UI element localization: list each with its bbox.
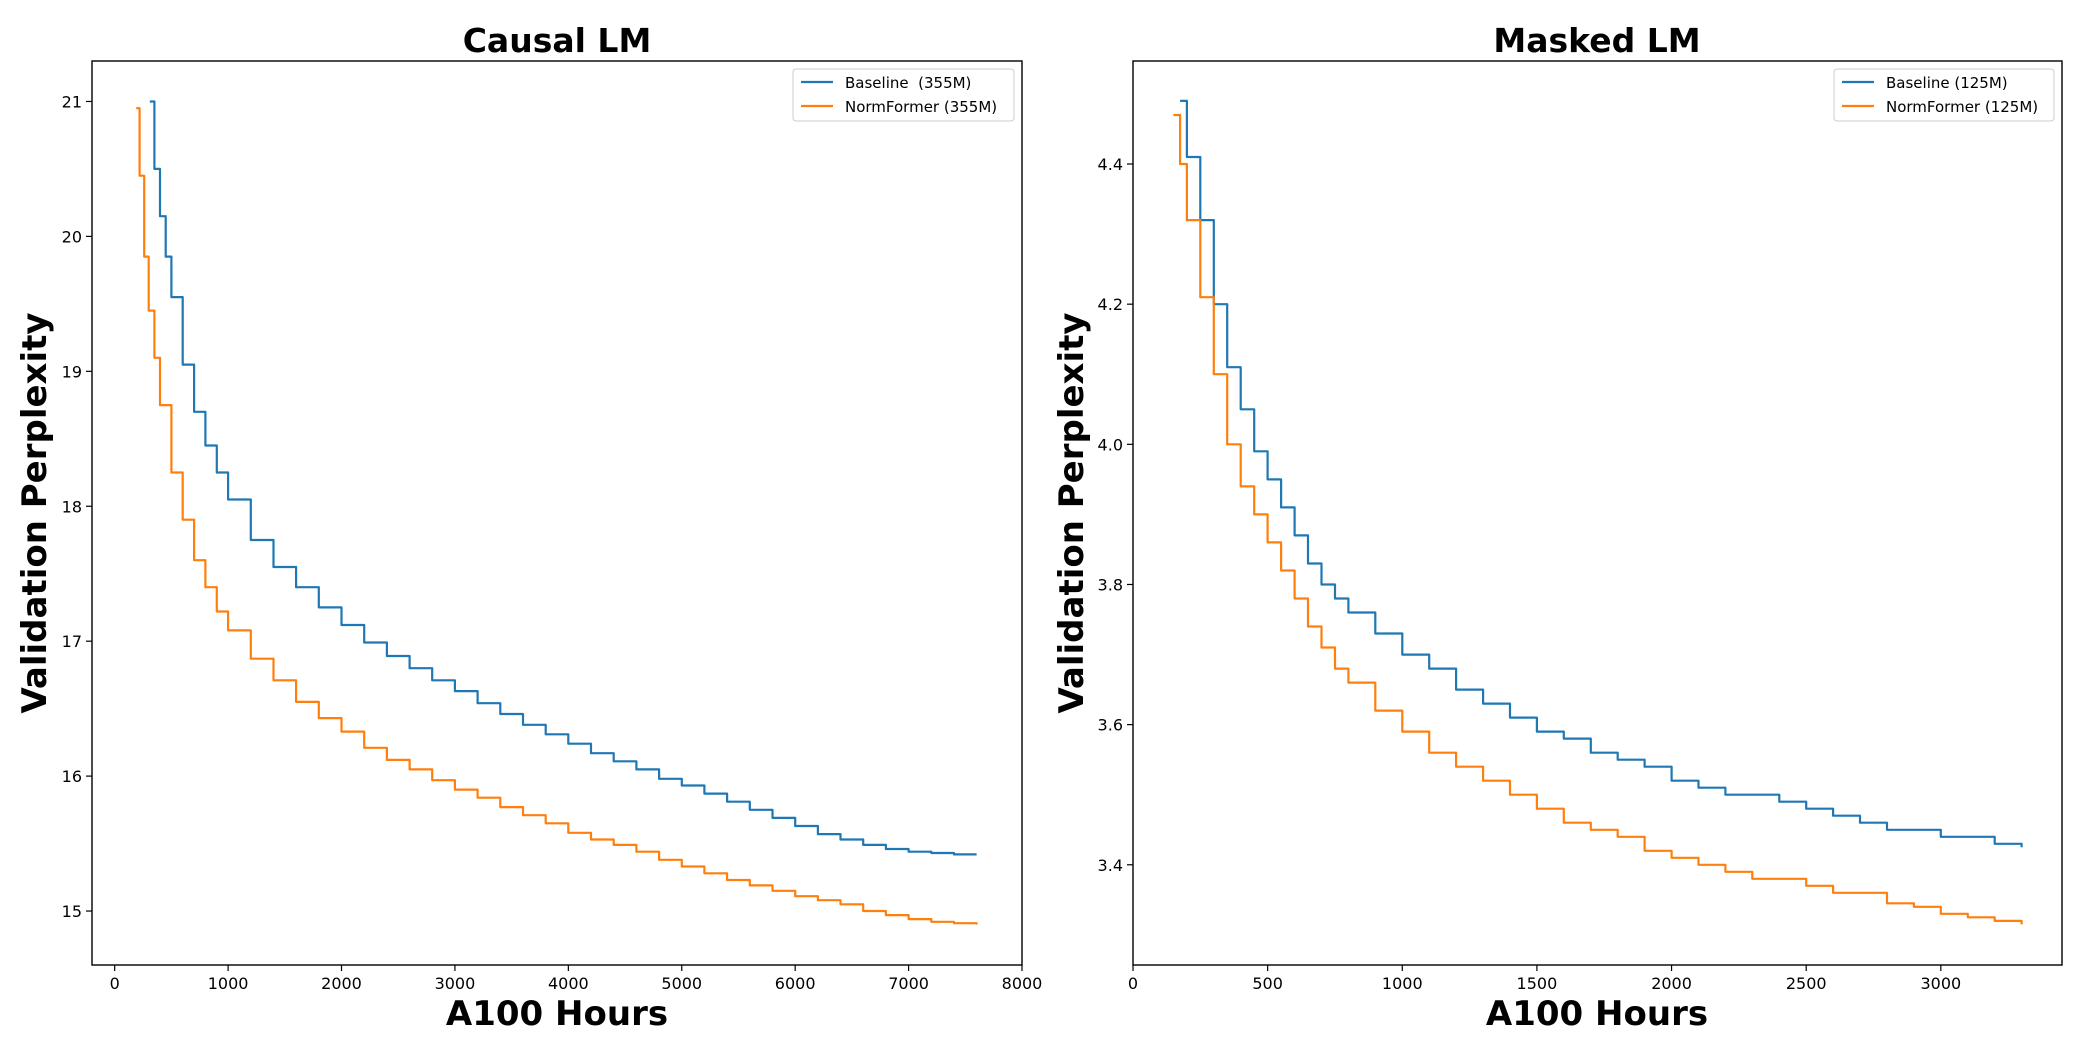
chart-title: Causal LM xyxy=(463,21,652,60)
y-tick-label: 16 xyxy=(62,767,82,786)
x-tick-label: 2500 xyxy=(1786,974,1827,993)
x-tick-label: 1000 xyxy=(208,974,249,993)
x-tick-label: 3000 xyxy=(435,974,476,993)
y-tick-label: 4.0 xyxy=(1098,435,1123,454)
x-tick-label: 2000 xyxy=(1651,974,1692,993)
axes-frame xyxy=(1132,60,2063,966)
series-line-baseline xyxy=(149,100,977,856)
x-tick-label: 2000 xyxy=(321,974,362,993)
chart-title: Masked LM xyxy=(1493,21,1700,60)
y-tick-label: 21 xyxy=(62,92,82,111)
y-tick-label: 4.2 xyxy=(1098,295,1123,314)
causal-lm-chart: Causal LM A100 Hours Validation Perplexi… xyxy=(15,21,1042,1034)
x-tick-label: 5000 xyxy=(661,974,702,993)
plot-area xyxy=(1173,99,2023,925)
x-tick-label: 8000 xyxy=(1002,974,1043,993)
x-tick-label: 0 xyxy=(110,974,120,993)
y-ticks: 3.4 3.6 3.8 4.0 4.2 4.4 xyxy=(1098,155,1133,875)
series-line-normformer xyxy=(136,107,978,925)
legend: Baseline (125M) NormFormer (125M) xyxy=(1833,68,2055,122)
x-tick-label: 1000 xyxy=(1382,974,1423,993)
legend-label-normformer: NormFormer (355M) xyxy=(845,98,997,116)
x-tick-label: 6000 xyxy=(775,974,816,993)
series-line-baseline xyxy=(1180,99,2023,848)
legend-box xyxy=(792,68,1015,122)
x-tick-label: 500 xyxy=(1252,974,1283,993)
masked-lm-chart: Masked LM A100 Hours Validation Perplexi… xyxy=(1052,21,2063,1034)
legend-label-baseline: Baseline (355M) xyxy=(845,74,971,92)
x-tick-label: 0 xyxy=(1128,974,1138,993)
x-tick-label: 4000 xyxy=(548,974,589,993)
x-tick-label: 1500 xyxy=(1517,974,1558,993)
legend-box xyxy=(1833,68,2055,122)
legend-label-baseline: Baseline (125M) xyxy=(1886,74,2008,92)
y-tick-label: 20 xyxy=(62,227,82,246)
x-axis-label: A100 Hours xyxy=(1486,994,1708,1034)
axes-frame xyxy=(91,60,1023,966)
y-axis-label: Validation Perplexity xyxy=(1052,312,1092,713)
x-ticks: 0 1000 2000 3000 4000 5000 6000 7000 8000 xyxy=(110,965,1043,993)
x-tick-label: 7000 xyxy=(888,974,929,993)
plot-area xyxy=(136,100,978,925)
legend-label-normformer: NormFormer (125M) xyxy=(1886,98,2038,116)
y-tick-label: 3.6 xyxy=(1098,716,1123,735)
series-line-normformer xyxy=(1173,113,2023,925)
y-tick-label: 3.8 xyxy=(1098,575,1123,594)
x-axis-label: A100 Hours xyxy=(446,994,668,1034)
y-tick-label: 17 xyxy=(62,632,82,651)
legend: Baseline (355M) NormFormer (355M) xyxy=(792,68,1015,122)
y-tick-label: 19 xyxy=(62,362,82,381)
y-tick-label: 15 xyxy=(62,902,82,921)
y-tick-label: 4.4 xyxy=(1098,155,1123,174)
y-tick-label: 3.4 xyxy=(1098,856,1123,875)
y-tick-label: 18 xyxy=(62,497,82,516)
y-axis-label: Validation Perplexity xyxy=(15,312,55,713)
y-ticks: 15 16 17 18 19 20 21 xyxy=(62,92,92,921)
x-tick-label: 3000 xyxy=(1920,974,1961,993)
x-ticks: 0 500 1000 1500 2000 2500 3000 xyxy=(1128,965,1961,993)
